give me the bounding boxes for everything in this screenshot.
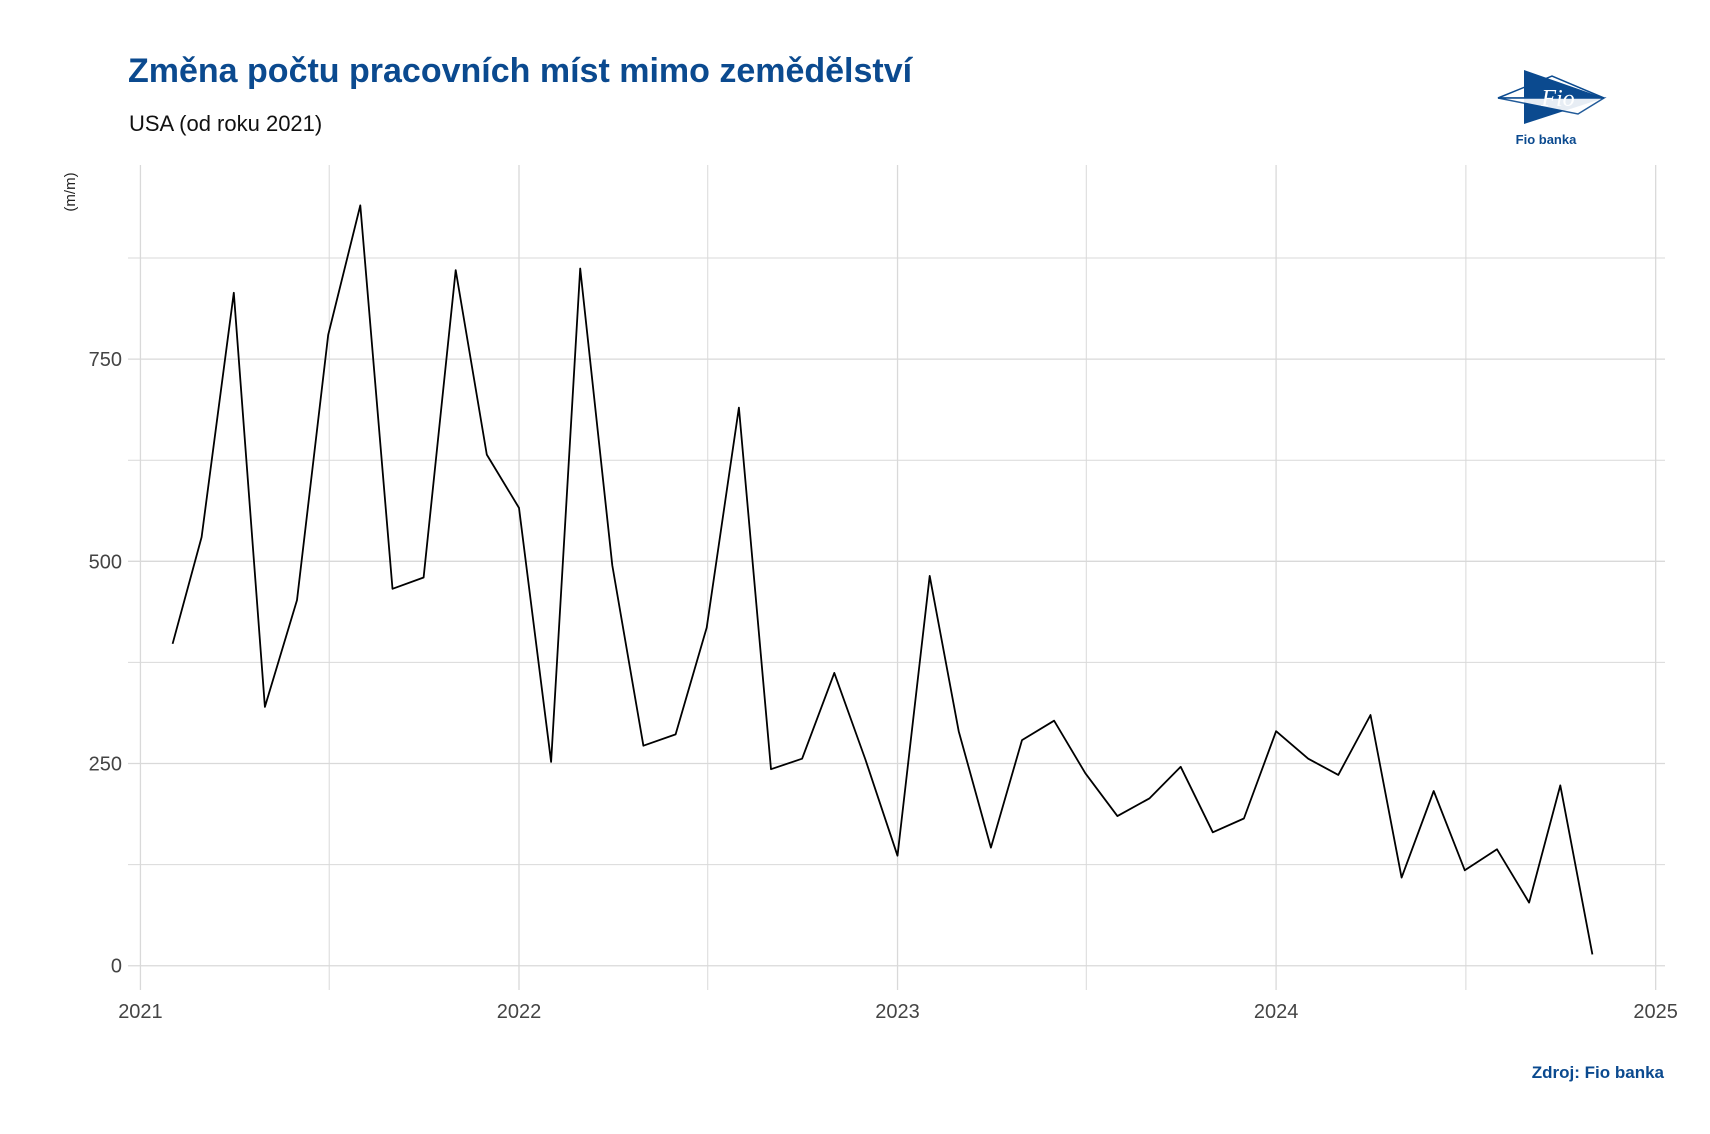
logo-flag-icon xyxy=(1524,70,1604,124)
chart-grid xyxy=(128,165,1665,990)
x-axis-ticks: 2021 2022 2023 2024 2025 xyxy=(118,1001,1678,1023)
y-tick-label: 0 xyxy=(111,956,122,978)
logo-name-text: Fio banka xyxy=(1516,132,1577,147)
fio-banka-logo: Fio Fio banka xyxy=(1497,70,1607,147)
chart-title: Změna počtu pracovních míst mimo zeměděl… xyxy=(128,52,913,90)
logo-mark-text: Fio xyxy=(1540,86,1574,112)
x-tick-label: 2022 xyxy=(497,1001,542,1023)
x-tick-label: 2021 xyxy=(118,1001,163,1023)
series-line xyxy=(171,204,1594,955)
x-tick-label: 2023 xyxy=(875,1001,920,1023)
logo-right-pennant-icon xyxy=(1497,97,1607,115)
x-tick-label: 2024 xyxy=(1254,1001,1299,1023)
y-tick-label: 250 xyxy=(89,754,122,776)
y-axis-label: (m/m) xyxy=(62,172,79,211)
y-axis-ticks: 0 250 500 750 xyxy=(89,349,122,978)
y-tick-label: 750 xyxy=(89,349,122,371)
chart-subtitle: USA (od roku 2021) xyxy=(129,111,323,136)
source-note: Zdroj: Fio banka xyxy=(1531,1063,1664,1082)
y-tick-label: 500 xyxy=(89,551,122,573)
x-tick-label: 2025 xyxy=(1633,1001,1678,1023)
